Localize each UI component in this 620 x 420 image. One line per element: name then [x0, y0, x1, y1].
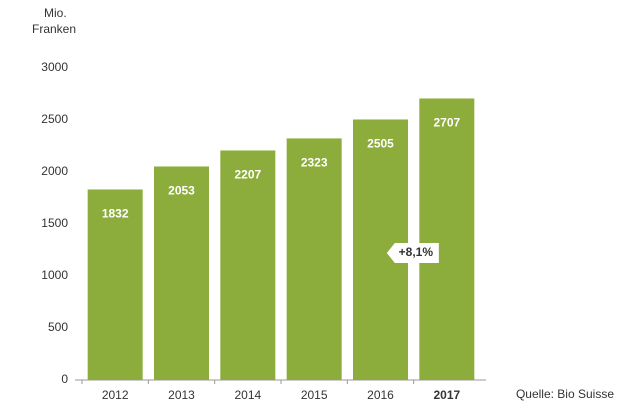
x-tick-label: 2014 — [234, 388, 261, 402]
source: Quelle: Bio Suisse — [516, 387, 614, 401]
annotation: +8,1% — [399, 245, 434, 259]
x-tick-label: 2015 — [301, 388, 328, 402]
value-label: 2053 — [168, 184, 195, 198]
y-tick-label: 3000 — [41, 60, 68, 74]
value-label: 2323 — [301, 156, 328, 170]
y-tick-label: 2500 — [41, 112, 68, 126]
y-tick-label: 1000 — [41, 268, 68, 282]
bar — [419, 98, 475, 381]
bar — [154, 166, 209, 380]
value-label: 2207 — [234, 168, 261, 182]
y-tick-label: 2000 — [41, 164, 68, 178]
x-tick-label: 2017 — [433, 388, 460, 402]
value-label: 2707 — [433, 116, 460, 130]
x-tick-label: 2012 — [102, 388, 129, 402]
y-tick-label: 500 — [48, 320, 68, 334]
bar — [220, 150, 276, 380]
y-tick-label: 0 — [61, 372, 68, 386]
value-label: 2505 — [367, 137, 394, 151]
bar — [87, 189, 143, 380]
value-label: 1832 — [102, 207, 129, 221]
x-tick-label: 2013 — [168, 388, 195, 402]
y-axis-label: Franken — [32, 22, 76, 36]
y-axis-label: Mio. — [44, 6, 67, 20]
bar — [286, 138, 342, 380]
x-tick-label: 2016 — [367, 388, 394, 402]
y-tick-label: 1500 — [41, 216, 68, 230]
annotation-box — [386, 243, 439, 263]
